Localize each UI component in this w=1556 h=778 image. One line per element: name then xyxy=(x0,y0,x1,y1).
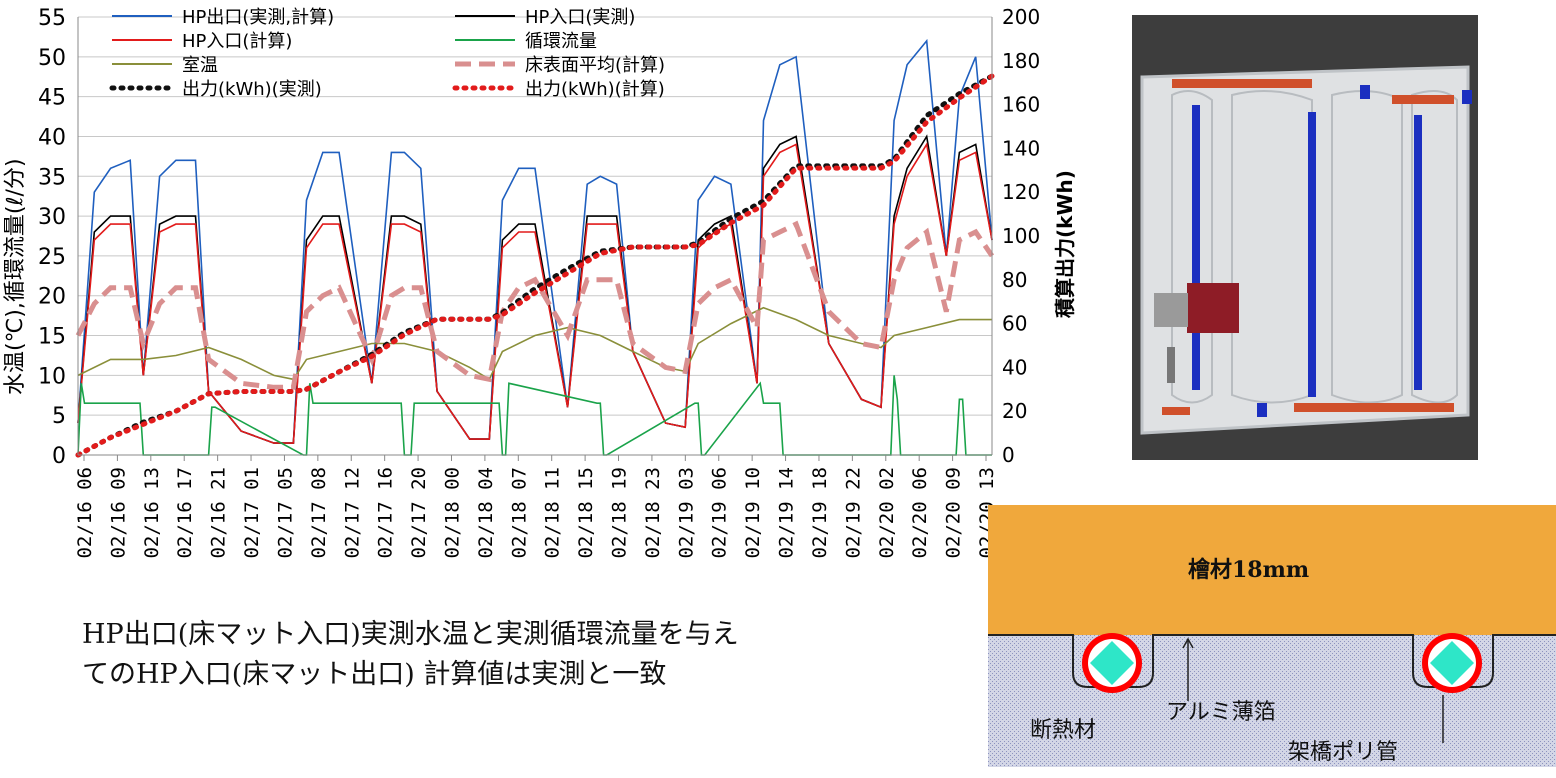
x-tick-label: 02/17 16 xyxy=(375,467,397,559)
x-tick-label: 02/18 00 xyxy=(441,467,463,559)
y-tick-label-left: 15 xyxy=(38,325,66,350)
x-tick-label: 02/18 23 xyxy=(642,467,664,559)
y-tick-label-right: 40 xyxy=(1002,355,1027,379)
legend-label: 室温 xyxy=(182,55,218,76)
x-tick-label: 02/20 09 xyxy=(943,467,965,559)
x-tick-label: 02/16 21 xyxy=(208,467,230,559)
x-tick-label: 02/18 11 xyxy=(542,467,564,559)
y-tick-label-left: 5 xyxy=(52,404,66,429)
y-tick-label-left: 50 xyxy=(38,46,66,71)
floor-section-diagram: 檜材18mm アルミ薄箔 断熱材 架橋ポリ管 xyxy=(988,505,1556,767)
y-tick-label-right: 180 xyxy=(1002,49,1040,73)
x-tick-label: 02/20 06 xyxy=(909,467,931,559)
chart-caption: HP出口(床マット入口)実測水温と実測循環流量を与え てのHP入口(床マット出口… xyxy=(82,615,902,695)
pipe-left xyxy=(1082,633,1142,693)
x-tick-label: 02/17 12 xyxy=(341,467,363,559)
legend-label: 循環流量 xyxy=(525,31,597,52)
y-tick-label-left: 0 xyxy=(52,444,66,469)
wood-board-label: 檜材18mm xyxy=(1188,557,1309,583)
y-tick-label-left: 35 xyxy=(38,165,66,190)
legend-label: HP出口(実測,計算) xyxy=(182,7,334,28)
caption-line-1: HP出口(床マット入口)実測水温と実測循環流量を与え xyxy=(82,619,739,650)
y-tick-label-left: 25 xyxy=(38,245,66,270)
y-tick-label-right: 120 xyxy=(1002,180,1040,204)
y-tick-label-left: 10 xyxy=(38,364,66,389)
legend-label: 出力(kWh)(実測) xyxy=(182,79,322,100)
y-tick-label-left: 55 xyxy=(38,6,66,31)
x-tick-label: 02/18 15 xyxy=(575,467,597,559)
series-line-3 xyxy=(77,375,992,456)
x-tick-label: 02/18 07 xyxy=(508,467,530,559)
caption-line-2: てのHP入口(床マット出口) 計算値は実測と一致 xyxy=(82,659,667,690)
series-line-4 xyxy=(77,306,992,381)
y-tick-label-right: 80 xyxy=(1002,268,1027,292)
x-tick-label: 02/19 10 xyxy=(742,467,764,559)
y-tick-label-right: 60 xyxy=(1002,312,1027,336)
y-tick-label-right: 160 xyxy=(1002,93,1040,117)
water-temperature-output-chart: 0 5 10 15 20 25 30 35 40 45 50 55 0 20 40 60 80 100 120 140… xyxy=(3,5,1077,559)
chart-series-layer xyxy=(75,38,995,458)
foil-label: アルミ薄箔 xyxy=(1166,700,1276,725)
x-tick-label: 02/17 20 xyxy=(408,467,430,559)
x-tick-label: 02/20 02 xyxy=(876,467,898,559)
x-tick-label: 02/17 01 xyxy=(241,467,263,559)
legend-label: 出力(kWh)(計算) xyxy=(525,79,665,100)
series-line-7 xyxy=(75,73,995,458)
pipe-right xyxy=(1422,633,1482,693)
wood-board xyxy=(988,505,1556,635)
chart-axes: 0 5 10 15 20 25 30 35 40 45 50 55 0 20 40 60 80 100 120 140… xyxy=(38,5,1040,559)
y-axis-label-left: 水温(℃),循環流量(ℓ/分) xyxy=(3,158,28,395)
y-tick-label-right: 20 xyxy=(1002,399,1027,423)
x-tick-label: 02/19 18 xyxy=(809,467,831,559)
y-tick-label-right: 200 xyxy=(1002,5,1040,29)
legend-label: 床表面平均(計算) xyxy=(525,55,665,76)
floor-mat-photo xyxy=(1132,15,1478,460)
y-tick-label-right: 140 xyxy=(1002,136,1040,160)
pipe-label: 架橋ポリ管 xyxy=(1288,740,1398,765)
x-tick-label: 02/19 14 xyxy=(776,467,798,559)
y-tick-label-left: 45 xyxy=(38,86,66,111)
x-tick-label: 02/19 22 xyxy=(842,467,864,559)
x-tick-label: 02/18 04 xyxy=(475,467,497,559)
x-tick-label: 02/16 06 xyxy=(74,467,96,559)
legend-label: HP入口(計算) xyxy=(182,31,292,52)
x-tick-label: 02/19 06 xyxy=(709,467,731,559)
x-tick-label: 02/16 09 xyxy=(107,467,129,559)
y-tick-label-left: 20 xyxy=(38,285,66,310)
x-tick-label: 02/16 13 xyxy=(141,467,163,559)
x-tick-label: 02/18 19 xyxy=(609,467,631,559)
x-tick-label: 02/17 08 xyxy=(308,467,330,559)
insulation-label: 断熱材 xyxy=(1030,718,1096,743)
y-tick-label-left: 40 xyxy=(38,125,66,150)
x-tick-label: 02/19 03 xyxy=(675,467,697,559)
series-line-0 xyxy=(77,38,993,444)
x-tick-label: 02/16 17 xyxy=(174,467,196,559)
series-line-5 xyxy=(75,220,995,390)
y-tick-label-right: 0 xyxy=(1002,443,1015,467)
y-axis-label-right: 積算出力(kWh) xyxy=(1053,170,1077,318)
x-tick-label: 02/17 05 xyxy=(274,467,296,559)
legend-label: HP入口(実測) xyxy=(525,7,635,28)
y-tick-label-left: 30 xyxy=(38,205,66,230)
y-tick-label-right: 100 xyxy=(1002,224,1040,248)
